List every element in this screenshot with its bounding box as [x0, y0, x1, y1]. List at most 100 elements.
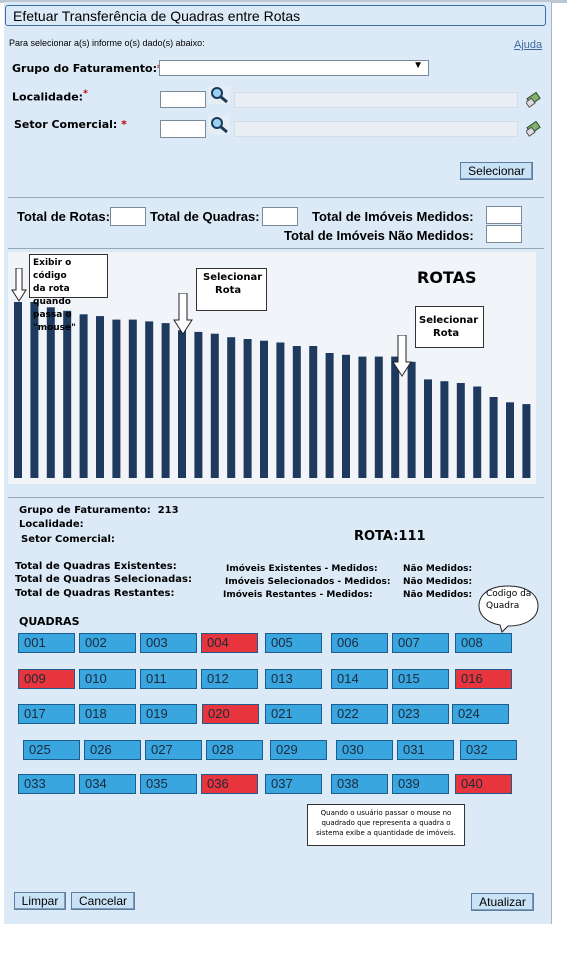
quadra-032[interactable]: 032 — [460, 740, 517, 760]
quadra-010[interactable]: 010 — [79, 669, 136, 689]
quadra-024[interactable]: 024 — [452, 704, 509, 724]
rota-bar[interactable] — [456, 383, 465, 478]
rota-bar[interactable] — [391, 356, 400, 478]
rota-bar[interactable] — [227, 337, 236, 478]
quadra-035[interactable]: 035 — [140, 774, 197, 794]
rota-bar[interactable] — [342, 354, 350, 478]
limpar-button[interactable]: Limpar — [14, 892, 66, 910]
quadra-026[interactable]: 026 — [84, 740, 141, 760]
rota-bar[interactable] — [46, 307, 55, 478]
instructions-text: Para selecionar a(s) informe o(s) dado(s… — [9, 38, 205, 48]
rota-bar[interactable] — [194, 331, 203, 478]
rota-bar[interactable] — [14, 302, 22, 478]
grupo-faturamento-select[interactable]: ▼ — [159, 60, 429, 76]
quadra-015[interactable]: 015 — [392, 669, 449, 689]
localidade-search-icon[interactable] — [208, 86, 230, 104]
quadra-004[interactable]: 004 — [201, 633, 258, 653]
quadra-016[interactable]: 016 — [455, 669, 512, 689]
cancelar-button[interactable]: Cancelar — [71, 892, 135, 910]
divider — [8, 197, 544, 198]
localidade-input[interactable] — [160, 91, 206, 108]
help-link[interactable]: Ajuda — [514, 39, 543, 51]
quadra-020[interactable]: 020 — [202, 704, 259, 724]
total-rotas-input[interactable] — [110, 207, 146, 226]
quadra-008[interactable]: 008 — [455, 633, 512, 653]
quadra-039[interactable]: 039 — [392, 774, 449, 794]
quadra-009[interactable]: 009 — [18, 669, 75, 689]
rota-bar[interactable] — [473, 386, 482, 479]
setor-comercial-input[interactable] — [160, 120, 206, 138]
quadra-019[interactable]: 019 — [140, 704, 197, 724]
quadra-027[interactable]: 027 — [145, 740, 202, 760]
rotas-bar-chart[interactable] — [8, 252, 536, 484]
nao-medidos-label: Não Medidos: — [403, 577, 473, 587]
rota-bar[interactable] — [292, 346, 301, 478]
quadra-002[interactable]: 002 — [79, 633, 136, 653]
divider — [8, 248, 544, 249]
rota-bar[interactable] — [79, 314, 88, 478]
localidade-clear-eraser-icon[interactable] — [526, 92, 542, 108]
quadra-030[interactable]: 030 — [336, 740, 393, 760]
code-bubble-line: Codigo da — [486, 589, 532, 599]
rota-bar[interactable] — [145, 321, 154, 478]
quadra-028[interactable]: 028 — [206, 740, 263, 760]
select-rota-callout-2: Selecionar Rota — [415, 306, 484, 348]
select-note-line: Selecionar — [419, 315, 479, 326]
quadra-037[interactable]: 037 — [265, 774, 322, 794]
quadra-023[interactable]: 023 — [392, 704, 449, 724]
quadra-013[interactable]: 013 — [265, 669, 322, 689]
quadra-003[interactable]: 003 — [140, 633, 197, 653]
quadra-012[interactable]: 012 — [201, 669, 258, 689]
quadra-022[interactable]: 022 — [331, 704, 388, 724]
rota-bar[interactable] — [276, 342, 285, 479]
imoveis-selecionados-label: Imóveis Selecionados - Medidos: — [225, 577, 391, 587]
quadra-017[interactable]: 017 — [18, 704, 75, 724]
setor-search-icon[interactable] — [208, 116, 230, 134]
quadra-001[interactable]: 001 — [18, 633, 75, 653]
rota-bar[interactable] — [325, 353, 334, 478]
total-quadras-input[interactable] — [262, 207, 298, 226]
quadra-005[interactable]: 005 — [265, 633, 322, 653]
quadra-029[interactable]: 029 — [270, 740, 327, 760]
rota-bar[interactable] — [424, 379, 432, 478]
quadra-033[interactable]: 033 — [18, 774, 75, 794]
quadra-025[interactable]: 025 — [23, 740, 80, 760]
setor-clear-eraser-icon[interactable] — [526, 121, 542, 137]
rota-bar[interactable] — [30, 302, 39, 478]
rota-bar[interactable] — [178, 330, 186, 478]
rota-bar[interactable] — [161, 323, 170, 478]
rota-bar[interactable] — [506, 402, 514, 478]
quadra-040[interactable]: 040 — [455, 774, 512, 794]
quadra-031[interactable]: 031 — [397, 740, 454, 760]
rota-bar[interactable] — [210, 333, 219, 478]
rota-bar[interactable] — [96, 316, 104, 478]
rota-bar[interactable] — [243, 339, 252, 478]
quadra-038[interactable]: 038 — [331, 774, 388, 794]
rota-bar[interactable] — [358, 356, 367, 478]
quadra-006[interactable]: 006 — [331, 633, 388, 653]
rota-bar[interactable] — [374, 356, 383, 478]
rota-bar[interactable] — [440, 381, 449, 478]
quadra-014[interactable]: 014 — [331, 669, 388, 689]
browser-top-strip — [0, 0, 567, 3]
atualizar-button[interactable]: Atualizar — [471, 893, 534, 911]
imoveis-existentes-label: Imóveis Existentes - Medidos: — [226, 564, 378, 574]
total-imoveis-medidos-input[interactable] — [486, 206, 522, 224]
quadra-007[interactable]: 007 — [392, 633, 449, 653]
quadra-018[interactable]: 018 — [79, 704, 136, 724]
rota-bar[interactable] — [260, 340, 268, 478]
selecionar-button[interactable]: Selecionar — [460, 162, 533, 180]
rota-bar[interactable] — [128, 319, 137, 478]
rota-bar[interactable] — [407, 361, 416, 478]
quadra-021[interactable]: 021 — [265, 704, 322, 724]
total-imoveis-nao-medidos-input[interactable] — [486, 225, 522, 243]
rota-bar[interactable] — [489, 397, 498, 478]
rota-bar[interactable] — [112, 319, 121, 478]
quadra-034[interactable]: 034 — [79, 774, 136, 794]
quadra-011[interactable]: 011 — [140, 669, 197, 689]
quadra-036[interactable]: 036 — [201, 774, 258, 794]
rota-bar[interactable] — [309, 346, 318, 478]
total-imoveis-nao-medidos-label: Total de Imóveis Não Medidos: — [284, 228, 474, 243]
rota-bar[interactable] — [522, 404, 531, 478]
rota-bar[interactable] — [63, 310, 72, 478]
